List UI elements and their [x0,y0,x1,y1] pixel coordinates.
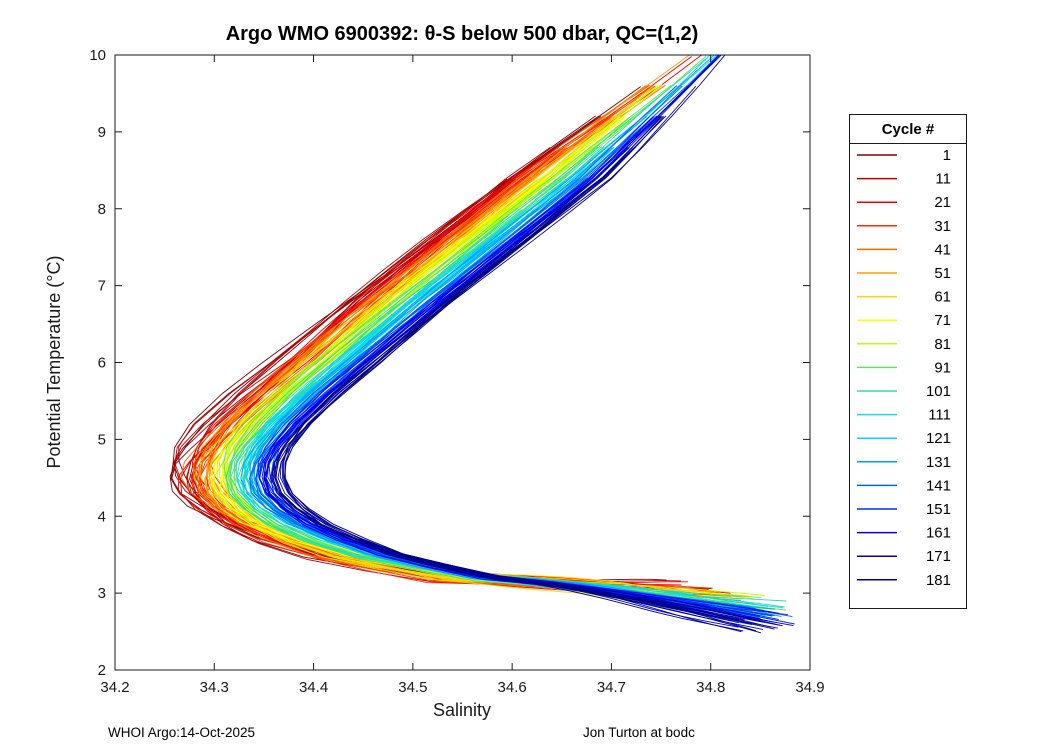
x-tick-label: 34.3 [200,679,229,696]
series-path-cycle-91 [227,116,755,604]
y-tick-label: 7 [98,278,106,295]
series-path-cycle-31 [209,114,712,596]
legend-entry-label: 161 [926,525,951,542]
y-tick-label: 6 [98,355,106,372]
legend-entry-label: 81 [934,336,951,353]
legend-entry-label: 41 [934,241,951,258]
legend-entry-label: 141 [926,477,951,494]
x-axis-label: Salinity [433,700,491,720]
legend-entry-label: 111 [928,407,951,424]
y-tick-label: 2 [98,662,106,679]
y-tick-label: 8 [98,201,106,218]
y-tick-label: 9 [98,124,106,141]
chart-title: Argo WMO 6900392: θ-S below 500 dbar, QC… [226,23,699,45]
y-tick-label: 4 [98,508,106,525]
series-path-cycle-181 [284,86,762,634]
legend-title: Cycle # [882,121,935,138]
legend-entry-label: 171 [926,548,951,565]
legend-entry-label: 151 [926,501,951,518]
series-path-cycle-61 [199,207,750,597]
y-tick-label: 5 [98,431,106,448]
y-tick-label: 10 [89,47,106,64]
legend-entry-label: 71 [934,312,951,329]
legend-entry-label: 91 [934,359,951,376]
legend-box [849,114,967,609]
legend-entry-label: 101 [926,383,951,400]
x-tick-label: 34.5 [398,679,427,696]
series-path-cycle-161 [261,55,780,614]
series-path-cycle-181 [284,55,763,623]
series-path-cycle-181 [277,115,744,632]
series-path-cycle-171 [279,115,775,623]
series-lines [169,55,795,634]
x-tick-label: 34.4 [299,679,328,696]
legend-entry-label: 181 [926,572,951,589]
x-tick-label: 34.8 [696,679,725,696]
legend-entry-label: 131 [926,454,951,471]
x-tick-label: 34.9 [795,679,824,696]
legend-entry-label: 21 [934,194,951,211]
x-tick-label: 34.7 [597,679,626,696]
legend-entry-label: 11 [935,171,951,188]
series-path-cycle-181 [275,146,771,628]
footer-left-text: WHOI Argo:14-Oct-2025 [108,725,255,740]
legend-entry-label: 61 [934,289,951,306]
footer-right-text: Jon Turton at bodc [583,725,695,740]
legend-entry-label: 121 [926,430,951,447]
series-path-cycle-181 [283,116,756,632]
y-axis-label: Potential Temperature (°C) [44,256,64,469]
series-path-cycle-11 [171,147,661,603]
legend-entry-label: 1 [943,147,951,164]
x-tick-label: 34.6 [498,679,527,696]
axis-ticks: 34.2 34.3 34.4 34.5 34.6 34.7 34.8 34.9 2 3 4 5 6 7 8 9… [89,47,824,696]
legend-entry-label: 51 [934,265,951,282]
legend-entries: 1112131415161718191101111121131141151161… [857,147,951,589]
x-tick-label: 34.2 [100,679,129,696]
y-tick-label: 3 [98,585,106,602]
series-path-cycle-171 [271,55,783,627]
legend-entry-label: 31 [934,218,951,235]
series-path-cycle-161 [263,85,751,620]
